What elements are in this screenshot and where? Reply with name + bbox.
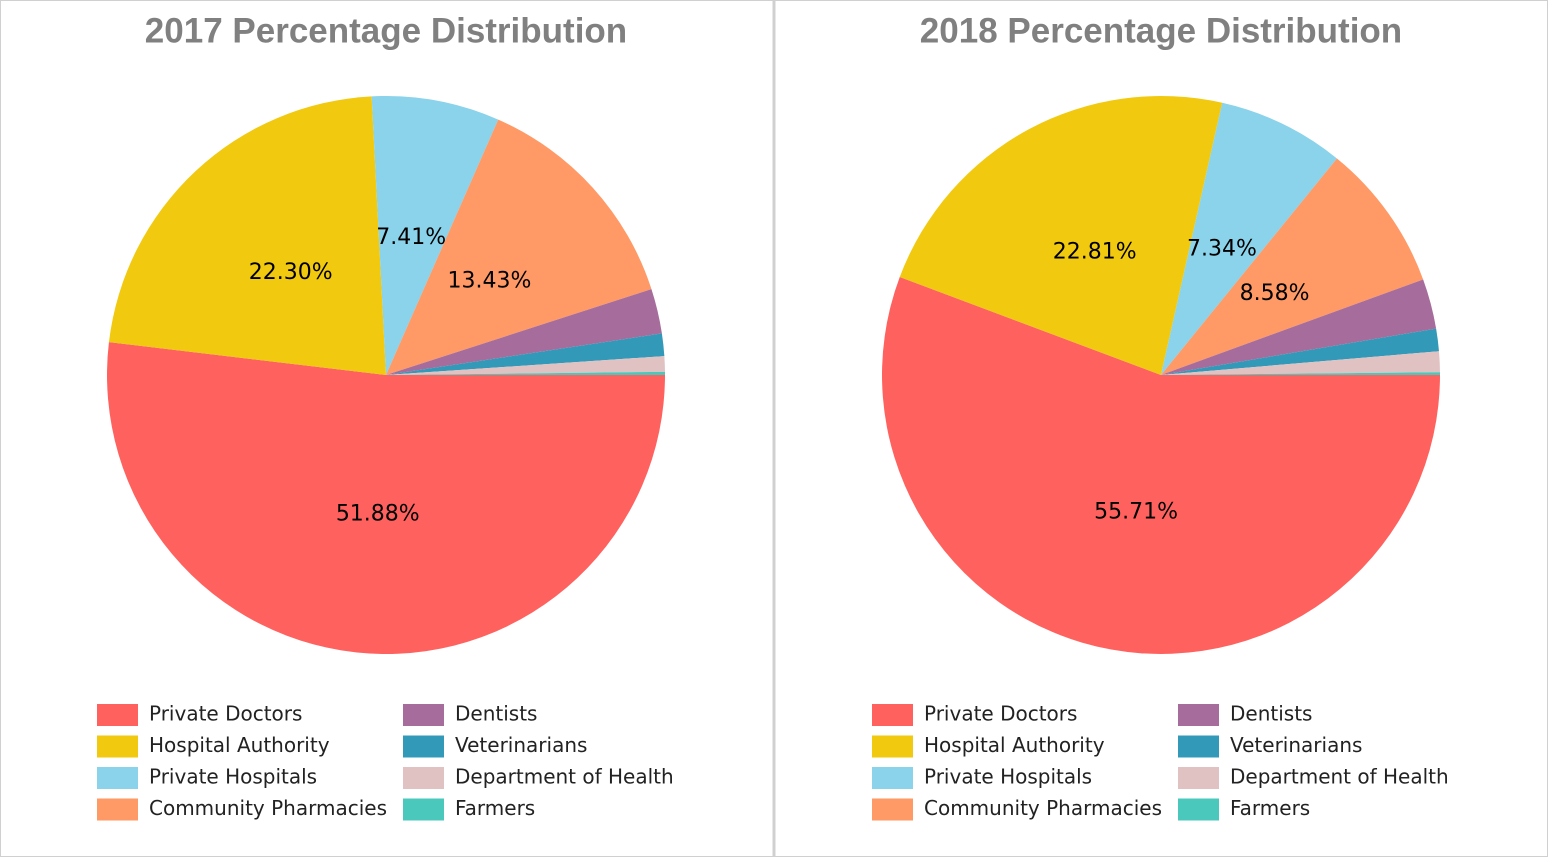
legend-label: Private Doctors <box>149 702 302 726</box>
legend-label: Farmers <box>455 796 535 820</box>
pie-slice <box>1161 351 1440 375</box>
pie-slice <box>386 371 665 375</box>
legend-swatch <box>97 735 138 758</box>
value-label: 22.81% <box>1053 239 1137 264</box>
legend-label: Community Pharmacies <box>149 796 387 820</box>
pie-slice <box>371 96 499 376</box>
pie-slice <box>106 342 665 654</box>
legend-label: Hospital Authority <box>924 733 1105 757</box>
legend-label: Private Hospitals <box>924 765 1092 789</box>
pie-slice <box>1161 328 1439 375</box>
legend-label: Veterinarians <box>455 733 587 757</box>
value-label: 55.71% <box>1094 499 1178 524</box>
pie-slice <box>386 333 665 375</box>
legend-swatch <box>97 798 138 821</box>
pie-slice <box>1161 158 1424 375</box>
value-label: 7.41% <box>376 225 446 250</box>
pie-slice <box>386 289 662 375</box>
pie-slice <box>1161 102 1337 375</box>
legend-label: Hospital Authority <box>149 733 330 757</box>
chart-title: 2018 Percentage Distribution <box>920 11 1402 50</box>
legend-label: Dentists <box>455 702 537 726</box>
legend-swatch <box>1178 767 1219 789</box>
legend-swatch <box>1178 704 1219 726</box>
chart-title: 2017 Percentage Distribution <box>145 11 627 50</box>
pie-slice <box>386 356 665 375</box>
legend-swatch <box>872 798 913 821</box>
pie-slice <box>1161 372 1440 375</box>
legend-label: Farmers <box>1230 796 1310 820</box>
legend-swatch <box>872 704 913 726</box>
legend-swatch <box>1178 798 1219 821</box>
legend-label: Department of Health <box>455 765 674 789</box>
value-label: 7.34% <box>1187 236 1257 261</box>
pie-slice <box>386 119 652 375</box>
pie-slice <box>1161 279 1437 375</box>
pie-slice <box>108 96 386 375</box>
legend-label: Department of Health <box>1230 765 1449 789</box>
legend-label: Veterinarians <box>1230 733 1362 757</box>
legend-swatch <box>97 704 138 726</box>
pie-slice <box>881 277 1440 655</box>
value-label: 8.58% <box>1240 281 1310 306</box>
legend-swatch <box>97 767 138 789</box>
value-label: 22.30% <box>249 260 333 285</box>
legend-swatch <box>403 798 444 821</box>
legend-label: Community Pharmacies <box>924 796 1162 820</box>
legend-label: Private Hospitals <box>149 765 317 789</box>
legend-swatch <box>872 735 913 758</box>
legend-swatch <box>1178 735 1219 758</box>
legend-swatch <box>872 767 913 789</box>
value-label: 51.88% <box>336 501 420 526</box>
pie-slice <box>899 96 1223 376</box>
legend-swatch <box>403 735 444 758</box>
value-label: 13.43% <box>448 268 532 293</box>
legend-label: Private Doctors <box>924 702 1077 726</box>
legend-label: Dentists <box>1230 702 1312 726</box>
legend-swatch <box>403 704 444 726</box>
legend-swatch <box>403 767 444 789</box>
